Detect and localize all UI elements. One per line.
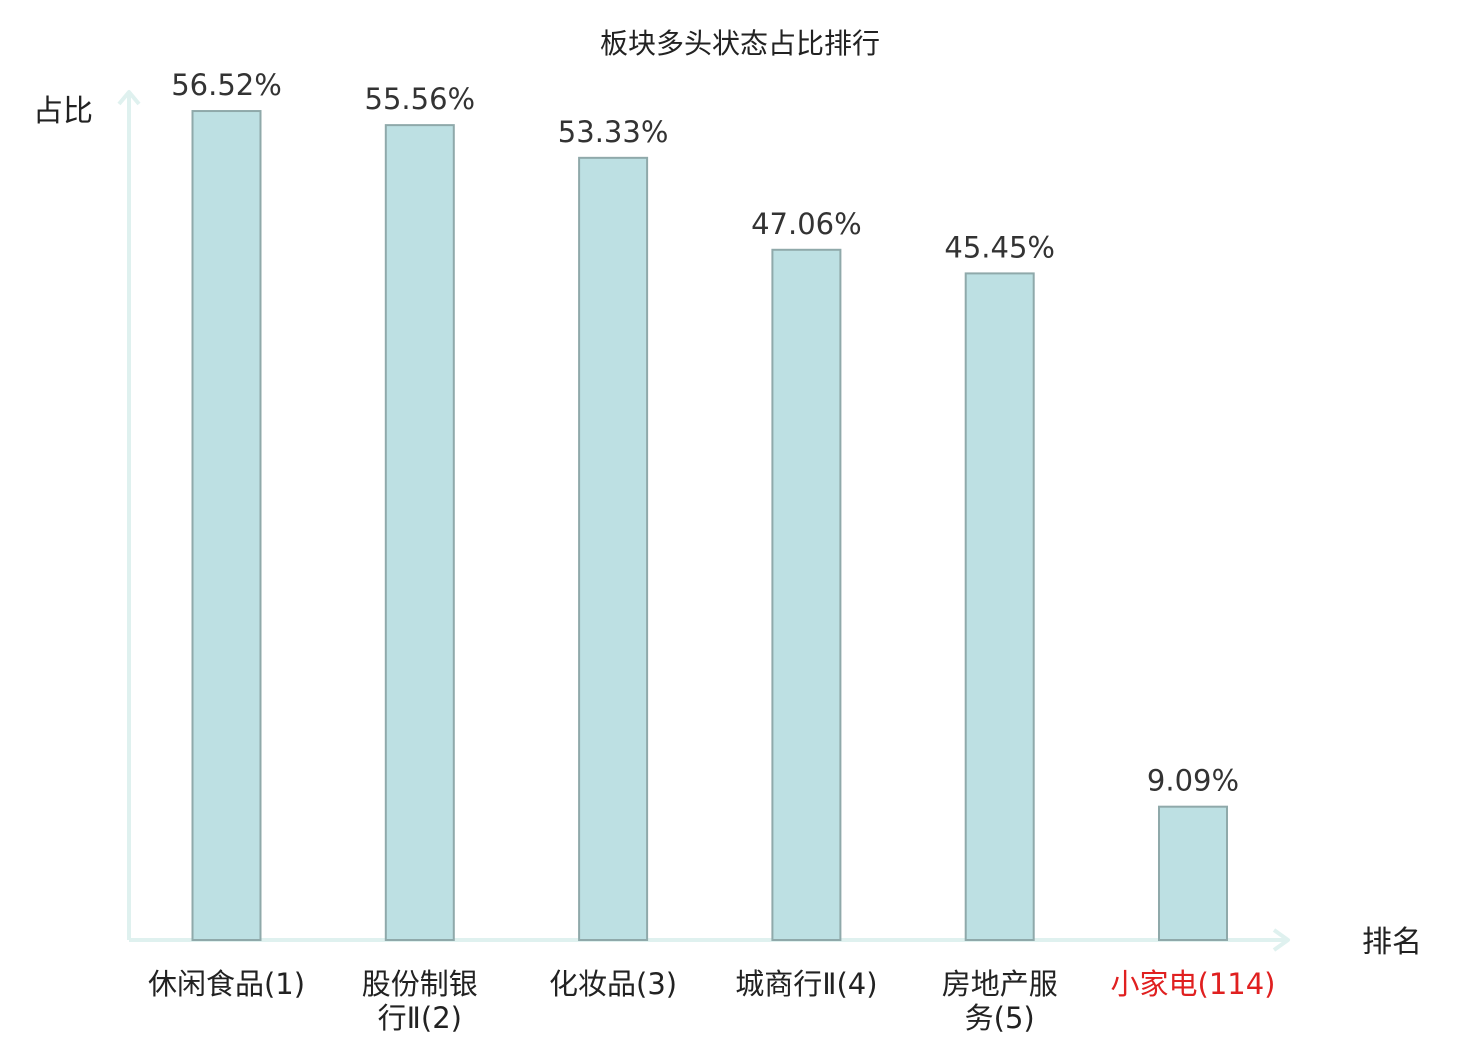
bar-value-label: 55.56% [365,82,476,116]
bar [578,156,649,941]
y-axis [117,90,141,940]
bar [964,272,1035,941]
x-tick-label: 行Ⅱ(2) [378,1001,462,1035]
x-tick-label: 城商行Ⅱ(4) [735,967,877,1001]
bar [191,110,262,942]
bar-value-label: 45.45% [944,230,1055,264]
x-axis-label: 排名 [1362,925,1422,960]
x-tick-label: 务(5) [965,1001,1035,1035]
bar-value-label: 53.33% [558,115,669,149]
bar-value-label: 9.09% [1147,764,1239,798]
bar [1158,805,1228,941]
bar-value-label: 56.52% [171,68,282,102]
bar [771,248,842,941]
x-tick-label: 股份制银 [362,967,478,1001]
bar [384,124,455,942]
x-tick-label: 休闲食品(1) [148,967,305,1001]
y-axis-label: 占比 [33,94,93,129]
value-labels-group: 56.52% 55.56% 53.33% 47.06% 45.45% 9.09% [171,68,1239,798]
x-tick-label: 小家电(114) [1111,967,1276,1001]
x-tick-label: 化妆品(3) [549,967,677,1001]
chart-title: 板块多头状态占比排行 [600,27,880,60]
x-tick-label: 房地产服 [942,967,1058,1001]
x-axis [129,928,1290,952]
bar-value-label: 47.06% [751,207,862,241]
bars-group [191,110,1228,942]
